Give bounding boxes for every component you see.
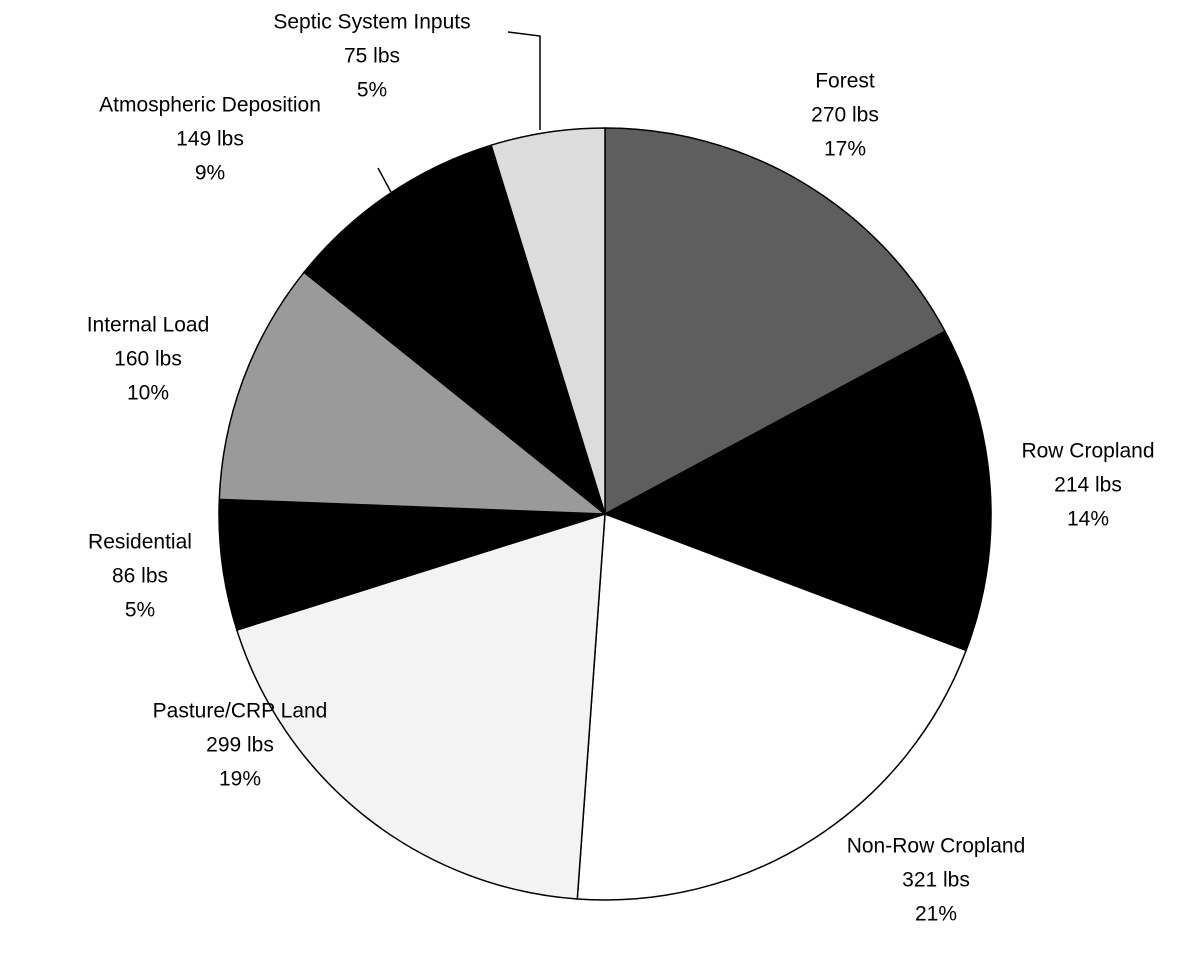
- slice-label: Atmospheric Deposition: [99, 94, 321, 117]
- leader-line: [507, 31, 541, 130]
- pie-slice: [603, 330, 992, 652]
- slice-value-label: 86 lbs: [112, 565, 168, 588]
- pie-slice: [235, 512, 606, 900]
- slice-label: Residential: [88, 531, 192, 554]
- slice-label: Non-Row Cropland: [847, 835, 1026, 858]
- pie-slice: [218, 498, 606, 631]
- slice-percent-label: 21%: [915, 903, 957, 926]
- slice-percent-label: 9%: [195, 162, 225, 185]
- pie-slice: [490, 127, 606, 515]
- slice-label: Pasture/CRP Land: [153, 700, 328, 723]
- slice-value-label: 270 lbs: [811, 104, 879, 127]
- slice-percent-label: 14%: [1067, 508, 1109, 531]
- slice-value-label: 149 lbs: [176, 128, 244, 151]
- slice-value-label: 299 lbs: [206, 734, 274, 757]
- slice-label: Forest: [815, 70, 875, 93]
- pie-slice: [604, 127, 947, 516]
- slice-percent-label: 5%: [125, 599, 155, 622]
- pie-slice: [576, 512, 968, 901]
- slice-label: Row Cropland: [1021, 440, 1154, 463]
- slice-value-label: 160 lbs: [114, 348, 182, 371]
- slice-value-label: 214 lbs: [1054, 474, 1122, 497]
- slice-percent-label: 17%: [824, 138, 866, 161]
- slice-percent-label: 19%: [219, 768, 261, 791]
- slice-label: Internal Load: [87, 314, 210, 337]
- pie-slice: [302, 144, 607, 517]
- slice-value-label: 75 lbs: [344, 45, 400, 68]
- slice-percent-label: 10%: [127, 382, 169, 405]
- pie-slice: [218, 271, 608, 515]
- leader-line: [377, 167, 393, 195]
- slice-label: Septic System Inputs: [273, 11, 470, 34]
- slice-percent-label: 5%: [357, 79, 387, 102]
- slice-value-label: 321 lbs: [902, 869, 970, 892]
